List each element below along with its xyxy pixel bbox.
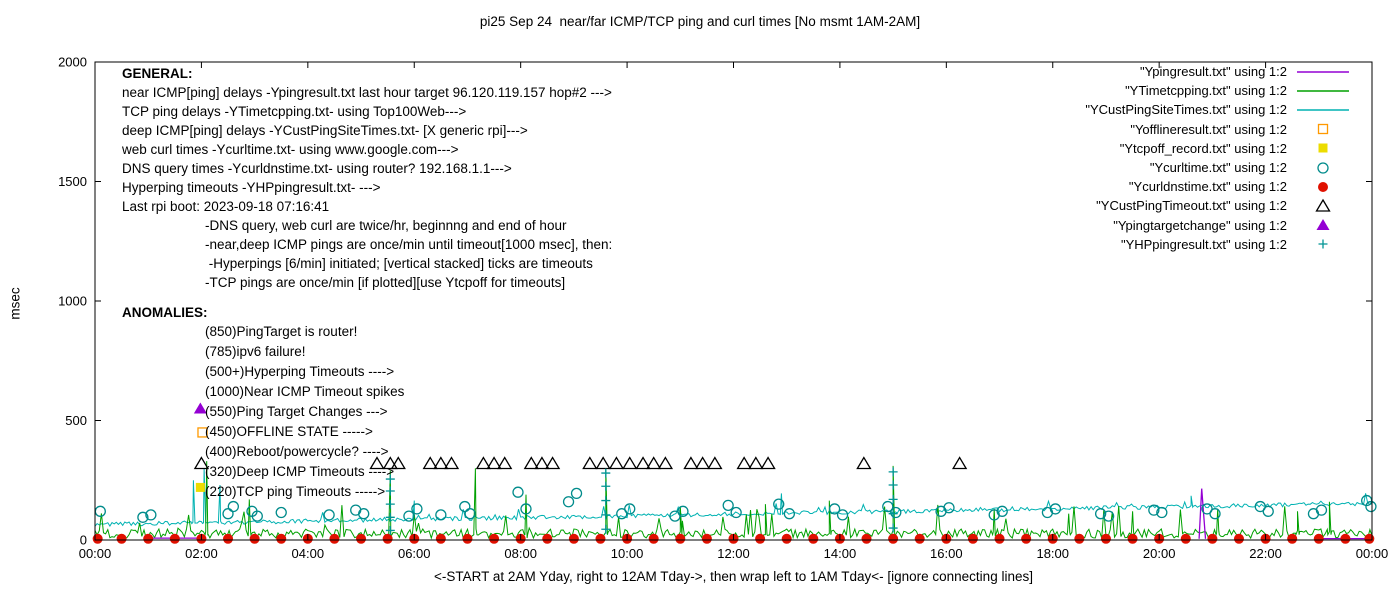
legend-sample-square-filled-icon [1318,143,1328,153]
legend-sample-triangle-open-icon [1315,198,1331,212]
general-notes: GENERAL: near ICMP[ping] delays -Ypingres… [122,64,612,292]
y-tick-label: 500 [65,413,87,428]
legend-label: "YCustPingTimeout.txt" using 1:2 [1096,198,1287,214]
x-tick-label: 20:00 [1143,546,1176,561]
legend-label: "YTimetcpping.txt" using 1:2 [1125,83,1287,99]
x-axis-label: <-START at 2AM Yday, right to 12AM Tday-… [434,569,1033,584]
legend-item: "Ycurltime.txt" using 1:2 [1085,158,1355,177]
x-tick-label: 08:00 [504,546,537,561]
legend-item: "Ypingtargetchange" using 1:2 [1085,216,1355,235]
note-line: near ICMP[ping] delays -Ypingresult.txt … [122,85,612,100]
markers-Ycurltime [94,486,1377,523]
legend-sample-triangle-filled-icon [1316,219,1330,231]
note-line: TCP ping delays -YTimetcpping.txt- using… [122,104,467,119]
anomalies-notes: ANOMALIES: (850)PingTarget is router! (785… [122,303,404,502]
legend-sample-line-icon [1297,90,1349,92]
x-tick-label: 12:00 [717,546,750,561]
x-tick-label: 00:00 [1356,546,1389,561]
legend-item: "Yofflineresult.txt" using 1:2 [1085,120,1355,139]
legend-sample-line-icon [1297,70,1349,73]
legend-item: "YHPpingresult.txt" using 1:2 [1085,235,1355,254]
legend-label: "Ypingtargetchange" using 1:2 [1113,217,1287,233]
legend-label: "YHPpingresult.txt" using 1:2 [1120,236,1287,252]
legend-sample-line-icon [1297,109,1349,111]
notes-heading: GENERAL: [122,66,193,81]
x-tick-label: 00:00 [79,546,112,561]
markers-Ypingtargetchange [193,402,207,414]
note-line: -near,deep ICMP pings are once/min until… [205,237,613,252]
x-tick-label: 22:00 [1249,546,1282,561]
x-tick-label: 18:00 [1036,546,1069,561]
x-tick-label: 02:00 [185,546,218,561]
note-line: Last rpi boot: 2023-09-18 07:16:41 [122,199,330,214]
note-line: (785)ipv6 failure! [205,344,306,359]
axes: 00:00 02:00 04:00 06:00 08:00 10:00 12:00 14:00… [58,55,1388,562]
legend-sample-circle-filled-icon [1318,181,1328,192]
markers-Ycurldnstime [92,533,1375,544]
legend-label: "Ytcpoff_record.txt" using 1:2 [1119,140,1287,156]
markers-YCustPingTimeout [193,456,968,470]
x-tick-label: 06:00 [398,546,431,561]
legend-sample-circle-open-icon [1317,161,1329,174]
note-line: DNS query times -Ycurldnstime.txt- using… [122,161,512,176]
notes-heading: ANOMALIES: [122,305,208,320]
note-line: web curl times -Ycurltime.txt- using www… [122,142,459,157]
legend-label: "YCustPingSiteTimes.txt" using 1:2 [1085,102,1287,118]
y-tick-label: 1500 [58,174,87,189]
note-line: (220)TCP ping Timeouts -----> [205,484,386,499]
y-axis-label: msec [7,287,23,320]
legend-label: "Ycurldnstime.txt" using 1:2 [1128,179,1287,195]
legend-item: "YCustPingTimeout.txt" using 1:2 [1085,196,1355,215]
legend-item: "YTimetcpping.txt" using 1:2 [1085,81,1355,100]
note-line: deep ICMP[ping] delays -YCustPingSiteTim… [122,123,528,138]
legend-item: "Ycurldnstime.txt" using 1:2 [1085,177,1355,196]
legend-sample-square-open-icon [1317,124,1329,135]
legend-label: "Ycurltime.txt" using 1:2 [1149,160,1287,176]
note-line: (850)PingTarget is router! [205,324,358,339]
x-tick-label: 04:00 [292,546,325,561]
legend-label: "Ypingresult.txt" using 1:2 [1139,64,1287,80]
legend-label: "Yofflineresult.txt" using 1:2 [1130,121,1287,137]
legend-item: "Ypingresult.txt" using 1:2 [1085,62,1355,81]
y-tick-label: 2000 [58,55,87,70]
note-line: (450)OFFLINE STATE -----> [205,424,373,439]
note-line: (550)Ping Target Changes ---> [205,404,388,419]
legend-item: "YCustPingSiteTimes.txt" using 1:2 [1085,100,1355,119]
note-line: -TCP pings are once/min [if plotted][use… [205,275,566,290]
markers-YHPpingresult [385,467,898,535]
legend: "Ypingresult.txt" using 1:2 "YTimetcpping… [1085,62,1355,254]
note-line: -DNS query, web curl are twice/hr, begin… [205,218,567,233]
series-YCustPingSiteTimes [94,468,1373,527]
markers-Ytcpoff_record [195,482,205,492]
x-tick-label: 10:00 [611,546,644,561]
chart-title: pi25 Sep 24 near/far ICMP/TCP ping and c… [479,14,921,29]
y-tick-label: 1000 [58,294,87,309]
x-tick-label: 14:00 [824,546,857,561]
note-line: -Hyperpings [6/min] initiated; [vertical… [205,256,593,271]
note-line: Hyperping timeouts -YHPpingresult.txt- -… [122,180,381,195]
series-YTimetcpping [94,461,1373,540]
note-line: (320)Deep ICMP Timeouts ----> [205,464,395,479]
legend-item: "Ytcpoff_record.txt" using 1:2 [1085,139,1355,158]
markers-Yofflineresult [197,427,208,438]
note-line: (400)Reboot/powercycle? ----> [205,444,389,459]
y-tick-label: 0 [80,533,87,548]
legend-sample-plus-icon [1318,239,1328,249]
note-line: (500+)Hyperping Timeouts ----> [205,364,395,379]
note-line: (1000)Near ICMP Timeout spikes [205,384,405,399]
x-tick-label: 16:00 [930,546,963,561]
